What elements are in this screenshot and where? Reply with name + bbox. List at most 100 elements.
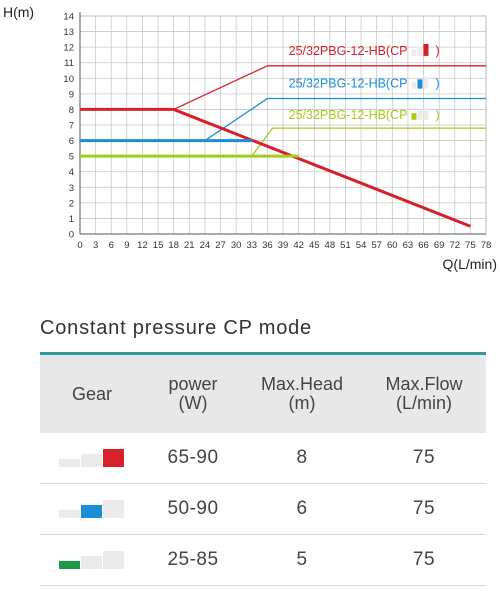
legend-gear-icon [411, 107, 429, 120]
x-tick-label: 36 [262, 240, 273, 251]
x-tick-label: 9 [124, 240, 129, 251]
gear-bar [81, 555, 102, 569]
leader-line [251, 127, 486, 157]
gear-bar [423, 107, 429, 120]
x-axis-title: Q(L/min) [443, 256, 497, 272]
x-tick-label: 15 [153, 240, 164, 251]
y-tick-label: 7 [69, 121, 74, 132]
x-tick-label: 33 [246, 240, 257, 251]
legend-close-paren: ) [435, 44, 439, 58]
legend-label: 25/32PBG-12-HB(CP [289, 108, 408, 122]
max-head-cell: 8 [242, 433, 362, 484]
y-tick-label: 6 [69, 136, 74, 147]
table-row: 65-90 8 75 [40, 433, 486, 484]
power-cell: 50-90 [144, 483, 242, 535]
max-flow-cell: 75 [362, 534, 486, 586]
mode-title: Constant pressure CP mode [40, 317, 312, 339]
tick-labels: 0 3 6 9 12 15 18 21 24 27 30 33 36 39 42 45 48 51 54 57 60 63… [63, 12, 491, 252]
gear-bar [103, 499, 124, 518]
leader-line [204, 97, 486, 142]
y-tick-label: 2 [69, 198, 74, 209]
table-row: 50-90 6 75 [40, 483, 486, 535]
gear-bar [411, 113, 417, 120]
gear-bar [411, 49, 417, 56]
power-cell: 65-90 [144, 433, 242, 484]
max-head-cell: 5 [242, 534, 362, 586]
legend-label: 25/32PBG-12-HB(CP [289, 44, 408, 58]
gear-level-3-icon [59, 448, 124, 467]
gear-cell [40, 534, 144, 586]
y-axis-title: H(m) [3, 4, 34, 20]
gear-bar [423, 43, 429, 56]
series-line [80, 107, 471, 228]
x-tick-label: 24 [200, 240, 211, 251]
gear-bar [417, 110, 423, 120]
table-header-row: Gear power (W) Max.Head (m) Max.Flow (L/min… [40, 355, 486, 433]
legend-close-paren: ) [435, 108, 439, 122]
gear-bar [81, 453, 102, 467]
x-tick-label: 6 [109, 240, 114, 251]
x-tick-label: 57 [371, 240, 382, 251]
x-tick-label: 45 [309, 240, 320, 251]
y-tick-label: 13 [63, 27, 74, 38]
gear-bar [103, 448, 124, 467]
gear-level-1-icon [59, 550, 124, 569]
legend-close-paren: ) [435, 77, 439, 91]
legend-gear-icon [411, 43, 429, 56]
spec-table: Gear power (W) Max.Head (m) Max.Flow (L/min… [40, 355, 486, 586]
table-row: 25-85 5 75 [40, 534, 486, 586]
header-max-head: Max.Head (m) [242, 355, 362, 433]
legend-label: 25/32PBG-12-HB(CP [289, 77, 408, 91]
leader-line [173, 65, 486, 111]
gear-bar [59, 458, 80, 467]
max-flow-cell: 75 [362, 483, 486, 535]
x-tick-label: 66 [418, 240, 429, 251]
y-tick-label: 11 [64, 58, 74, 69]
legend: 25/32PBG-12-HB(CP) 25/32PBG-12-HB(CP) 25/3… [289, 43, 440, 122]
gear-cell [40, 433, 144, 484]
header-max-flow: Max.Flow (L/min) [362, 355, 486, 433]
x-tick-label: 51 [340, 240, 351, 251]
x-tick-label: 54 [356, 240, 367, 251]
gear-bar [59, 560, 80, 569]
pump-curve-chart: 0 3 6 9 12 15 18 21 24 27 30 33 36 39 42 45 48 51 54 57 60 63… [3, 4, 497, 272]
x-tick-label: 12 [137, 240, 148, 251]
gear-bar [103, 550, 124, 569]
gear-bar [423, 76, 429, 89]
legend-gear-icon [411, 76, 429, 89]
gear-level-2-icon [59, 499, 124, 518]
x-tick-label: 0 [77, 240, 82, 251]
x-tick-label: 63 [403, 240, 414, 251]
x-tick-label: 30 [231, 240, 242, 251]
max-head-cell: 6 [242, 483, 362, 535]
x-tick-label: 48 [325, 240, 336, 251]
x-tick-label: 69 [434, 240, 445, 251]
gear-cell [40, 483, 144, 535]
y-tick-label: 10 [63, 74, 74, 85]
y-tick-label: 1 [69, 214, 74, 225]
leader-lines [173, 65, 486, 157]
gear-bar [59, 509, 80, 518]
gear-bar [417, 46, 423, 56]
x-tick-label: 60 [387, 240, 398, 251]
axes [79, 12, 486, 235]
x-tick-label: 27 [215, 240, 226, 251]
x-tick-label: 75 [465, 240, 476, 251]
power-cell: 25-85 [144, 534, 242, 586]
x-tick-label: 21 [184, 240, 195, 251]
max-flow-cell: 75 [362, 433, 486, 484]
y-tick-label: 8 [69, 105, 74, 116]
header-gear: Gear [40, 355, 144, 433]
y-tick-label: 4 [69, 167, 74, 178]
x-tick-label: 3 [93, 240, 98, 251]
x-tick-label: 78 [481, 240, 492, 251]
title-underline [40, 352, 486, 355]
x-tick-label: 72 [449, 240, 460, 251]
gear-bar [81, 504, 102, 518]
y-tick-label: 12 [63, 43, 74, 54]
gear-bar [417, 79, 423, 89]
y-tick-label: 5 [69, 152, 74, 163]
y-tick-label: 14 [63, 12, 74, 23]
x-tick-label: 42 [293, 240, 304, 251]
x-tick-label: 18 [168, 240, 179, 251]
